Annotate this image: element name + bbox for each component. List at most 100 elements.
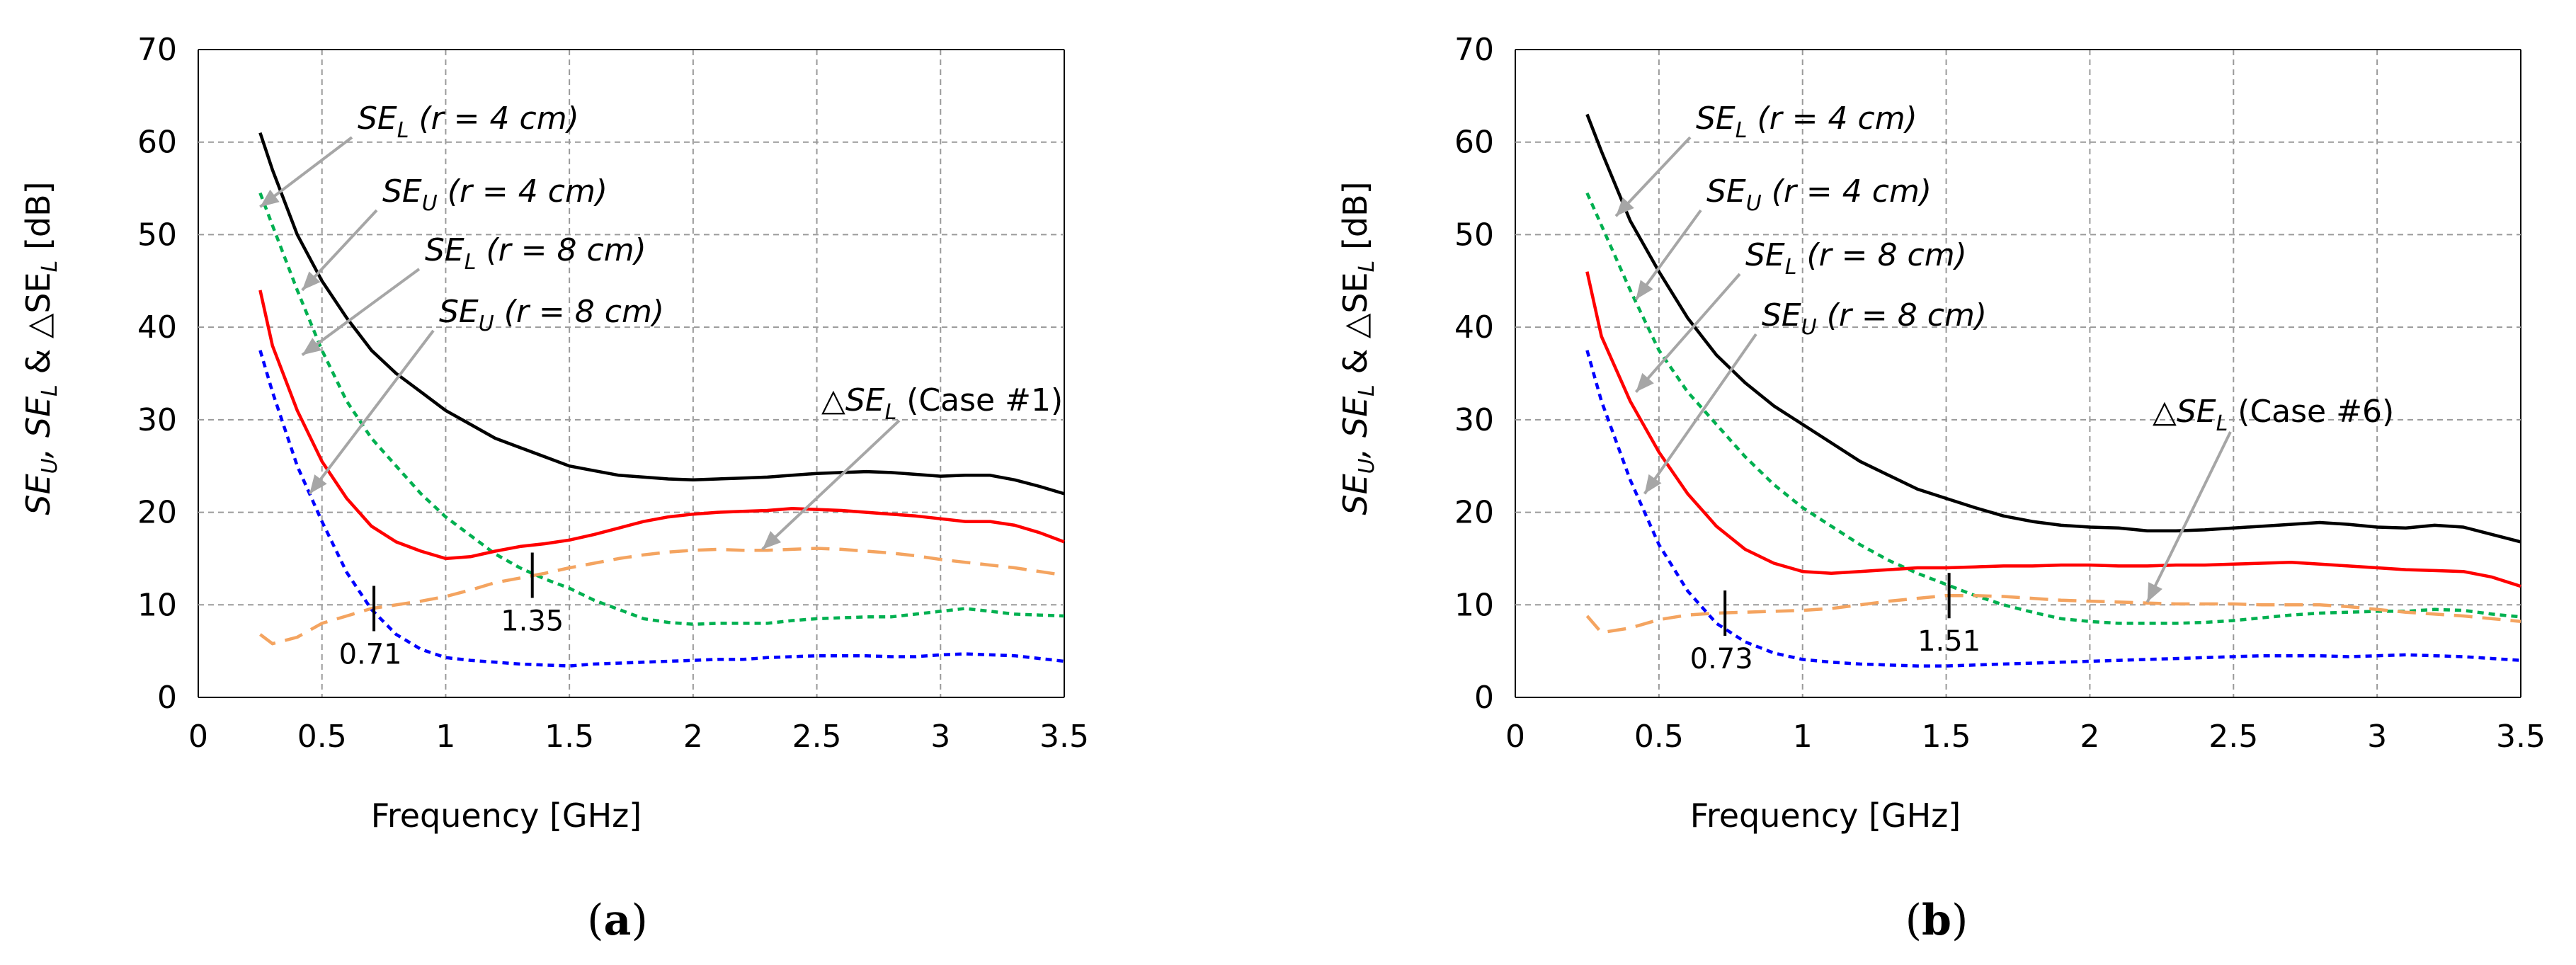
annotation-arrow	[301, 268, 421, 356]
x-tick-label: 3	[930, 719, 950, 755]
y-tick-label: 50	[137, 217, 177, 253]
annotation-sub: L	[2216, 411, 2228, 436]
arrow-head-icon	[1636, 372, 1654, 392]
annotation-arrow	[2145, 431, 2232, 603]
annotation-rest: (r = 8 cm)	[1796, 237, 1966, 273]
marker-label: 0.71	[339, 639, 402, 671]
annotation-sub: L	[465, 250, 477, 275]
arrow-head-icon	[762, 531, 782, 549]
x-tick-label: 1	[435, 719, 455, 755]
annotation-rest: (r = 4 cm)	[409, 101, 579, 137]
annotations-group-a: SEL (r = 4 cm)SEU (r = 4 cm)SEL (r = 8 c…	[259, 101, 1063, 551]
annotation-arrow	[1634, 273, 1741, 393]
y-tick-label: 60	[137, 125, 177, 161]
y-axis-title-a: SEU, SEL & △SEL [dB]	[19, 181, 62, 515]
annotations-group-b: SEL (r = 4 cm)SEU (r = 4 cm)SEL (r = 8 c…	[1614, 101, 2394, 603]
ticks-group-b: 0 0.5 1 1.5 2 2.5 3 3.5 0 10 20 30 40 50 60 70	[1454, 32, 2546, 755]
series-line-b-3	[1585, 350, 2521, 668]
annotation-sub: U	[422, 191, 438, 216]
x-axis-title-b: Frequency [GHz]	[1690, 796, 1961, 835]
annotation-arrow	[1643, 333, 1757, 495]
y-tick-label: 20	[137, 495, 177, 531]
x-tick-label: 0	[1505, 719, 1525, 755]
annotation-main: SE	[439, 294, 479, 330]
x-tick-label: 0.5	[297, 719, 347, 755]
annotation-sub: L	[885, 400, 897, 425]
annotation-label: △SEL (Case #6)	[2153, 394, 2394, 436]
arrow-head-icon	[1636, 280, 1653, 299]
annotation-label: SEL (r = 8 cm)	[1745, 237, 1967, 280]
grid-b	[1515, 49, 2521, 698]
marker-label: 1.35	[501, 605, 564, 637]
y-tick-label: 40	[1454, 309, 1494, 346]
annotation-main: SE	[425, 232, 465, 268]
marker-label: 1.51	[1917, 625, 1981, 658]
annotation-sub: U	[1801, 315, 1817, 340]
x-tick-label: 3	[2367, 719, 2387, 755]
annotation-sub: U	[1746, 191, 1762, 216]
y-axis-title-b: SEU, SEL & △SEL [dB]	[1336, 181, 1379, 515]
x-axis-title-a: Frequency [GHz]	[371, 796, 642, 835]
arrow-head-icon	[1644, 474, 1662, 494]
annotation-main: △SE	[2153, 394, 2216, 430]
annotation-main: △SE	[821, 382, 885, 418]
annotation-main: SE	[1696, 101, 1736, 137]
annotation-rest: (r = 4 cm)	[1762, 173, 1932, 210]
annotation-label: SEU (r = 4 cm)	[1706, 173, 1932, 216]
annotation-sub: U	[479, 312, 494, 336]
series-line-b-2	[1585, 271, 2521, 588]
x-tick-label: 2	[683, 719, 703, 755]
arrow-head-icon	[309, 474, 327, 494]
panel-label-a: (a)	[587, 896, 648, 945]
arrow-head-icon	[260, 189, 280, 207]
annotation-label: △SEL (Case #1)	[821, 382, 1063, 425]
x-tick-label: 1	[1793, 719, 1813, 755]
arrow-head-icon	[2147, 582, 2162, 603]
series-line-a-4	[259, 547, 1065, 646]
annotation-main: SE	[1706, 173, 1746, 210]
series-line-a-2	[258, 290, 1065, 561]
annotation-arrow	[761, 419, 901, 551]
chart-panel-b: 0.731.51 SEL (r = 4 cm)SEU (r = 4 cm)SEL…	[1336, 32, 2546, 945]
panel-label-b: (b)	[1905, 896, 1968, 945]
y-tick-label: 60	[1454, 125, 1494, 161]
y-tick-label: 30	[1454, 402, 1494, 438]
annotation-rest: (Case #1)	[896, 382, 1063, 418]
annotation-rest: (r = 4 cm)	[438, 173, 608, 210]
annotation-rest: (r = 4 cm)	[1747, 101, 1917, 137]
grid-a	[198, 49, 1065, 698]
y-tick-label: 70	[1454, 32, 1494, 68]
annotation-arrow	[259, 136, 353, 208]
annotation-rest: (r = 8 cm)	[1817, 297, 1987, 333]
annotation-label: SEU (r = 8 cm)	[1762, 297, 1987, 340]
annotation-label: SEL (r = 4 cm)	[1696, 101, 1917, 143]
x-tick-label: 3.5	[2496, 719, 2546, 755]
series-line-a-1	[258, 192, 1065, 626]
annotation-main: SE	[358, 101, 397, 137]
annotation-rest: (Case #6)	[2228, 394, 2394, 430]
x-tick-label: 2.5	[2209, 719, 2258, 755]
arrow-head-icon	[302, 338, 322, 355]
annotation-sub: L	[1736, 118, 1748, 143]
y-tick-label: 10	[137, 587, 177, 623]
x-tick-label: 1.5	[545, 719, 594, 755]
x-tick-label: 2.5	[792, 719, 842, 755]
annotation-arrow	[308, 329, 435, 495]
annotation-label: SEL (r = 8 cm)	[425, 232, 646, 275]
y-tick-label: 30	[137, 402, 177, 438]
annotation-label: SEU (r = 4 cm)	[382, 173, 608, 216]
marker-label: 0.73	[1690, 643, 1753, 675]
x-tick-label: 3.5	[1039, 719, 1089, 755]
x-tick-label: 0.5	[1634, 719, 1684, 755]
y-tick-label: 0	[1474, 680, 1494, 716]
series-line-b-1	[1585, 192, 2521, 625]
series-line-b-4	[1585, 593, 2521, 634]
annotation-main: SE	[382, 173, 422, 210]
chart-panel-a: 0.711.35 SEL (r = 4 cm)SEU (r = 4 cm)SEL…	[19, 32, 1089, 945]
y-tick-label: 10	[1454, 587, 1494, 623]
annotation-sub: L	[1785, 255, 1797, 280]
markers-group-a: 0.71 1.35	[339, 552, 564, 671]
annotation-rest: (r = 8 cm)	[494, 294, 664, 330]
annotation-sub: L	[397, 118, 409, 143]
arrow-head-icon	[1616, 197, 1634, 217]
